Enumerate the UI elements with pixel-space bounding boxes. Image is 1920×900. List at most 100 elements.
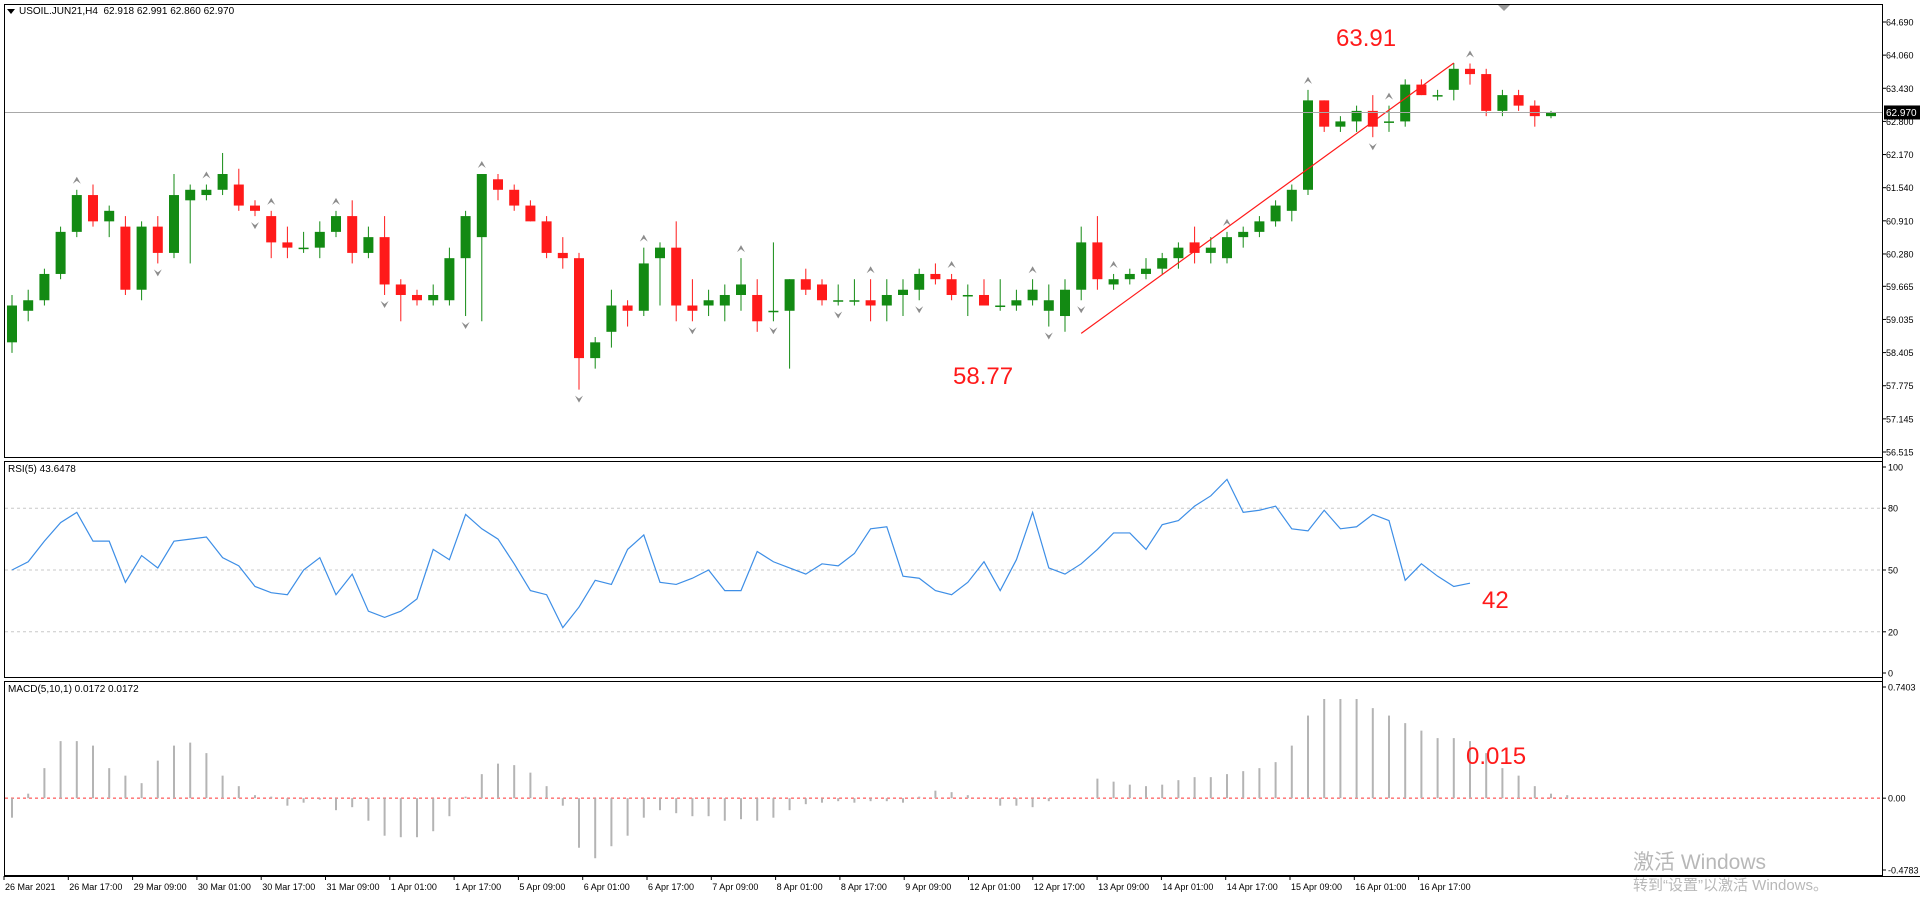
- fractal-down-icon: [769, 327, 778, 335]
- annotation-rsi-value: 42: [1482, 587, 1509, 614]
- triangle-down-icon[interactable]: [7, 8, 15, 14]
- candle-body-bear: [1481, 74, 1492, 111]
- price-axis-labels: 64.690 64.060 63.430 62.800 62.170 61.540 60.9…: [1886, 18, 1914, 458]
- fractal-up-icon: [202, 171, 211, 179]
- fractal-up-icon: [947, 260, 956, 268]
- candle-body-bear: [282, 242, 293, 248]
- time-tick-label: 14 Apr 17:00: [1227, 882, 1278, 892]
- price-tick-label: 62.170: [1886, 150, 1914, 160]
- candle-body-bear: [1189, 242, 1200, 253]
- fractal-up-icon: [477, 161, 486, 169]
- annotation-high-price: 63.91: [1336, 25, 1396, 52]
- candle-body-bear: [979, 294, 989, 306]
- candle-body-bear: [687, 305, 698, 311]
- fractal-up-icon: [639, 234, 648, 242]
- candle-body-bear: [493, 179, 503, 190]
- candle-body-bull: [590, 342, 601, 359]
- candle-body-bear: [395, 284, 406, 295]
- candle-body-bear: [817, 284, 827, 301]
- annotation-low-price: 58.77: [953, 363, 1013, 390]
- macd-indicator-label[interactable]: MACD(5,10,1) 0.0172 0.0172: [8, 684, 139, 695]
- candle-body-bull: [1141, 268, 1151, 274]
- rsi-line: [11, 478, 1471, 629]
- trendline[interactable]: [1080, 62, 1455, 334]
- rsi-tick-label: 100: [1888, 463, 1903, 473]
- candle-body-bull: [898, 289, 908, 295]
- rsi-axis-labels: 100 80 50 20 0: [1882, 463, 1903, 679]
- symbol-header[interactable]: USOIL.JUN21,H4 62.918 62.991 62.860 62.9…: [7, 6, 234, 17]
- price-tick-label: 60.280: [1886, 249, 1914, 259]
- candle-body-bull: [606, 305, 617, 332]
- time-tick-label: 31 Mar 09:00: [327, 882, 380, 892]
- fractal-down-icon: [1044, 332, 1053, 340]
- candle-body-bear: [1367, 110, 1378, 127]
- candle-body-bull: [1270, 205, 1281, 222]
- time-tick-label: 29 Mar 09:00: [134, 882, 187, 892]
- time-tick-label: 13 Apr 09:00: [1098, 882, 1149, 892]
- candle-body-bull: [39, 273, 50, 301]
- time-tick-label: 9 Apr 09:00: [905, 882, 951, 892]
- candle-body-bull: [881, 294, 892, 306]
- fractal-up-icon: [1109, 260, 1118, 268]
- price-tick-label: 63.430: [1886, 84, 1914, 94]
- candle-body-bull: [7, 305, 17, 343]
- candle-body-bear: [1092, 242, 1103, 280]
- macd-axis-labels: 0.7403 0.00 -0.4783: [1882, 683, 1919, 876]
- time-tick-label: 12 Apr 01:00: [970, 882, 1021, 892]
- fractal-down-icon: [915, 306, 924, 314]
- candle-body-bull: [1303, 100, 1313, 190]
- candle-body-bull: [363, 237, 374, 253]
- candle-body-bull: [914, 273, 925, 290]
- candle-body-bull: [1400, 84, 1411, 122]
- candle-body-bull: [1205, 247, 1216, 253]
- time-tick-label: 12 Apr 17:00: [1034, 882, 1085, 892]
- candle-body-bear: [1319, 100, 1330, 127]
- annotation-macd-value: 0.015: [1466, 743, 1526, 770]
- fractal-down-icon: [688, 327, 697, 335]
- candle-body-bull: [23, 300, 34, 311]
- candle-body-bull: [1173, 247, 1184, 259]
- fractal-down-icon: [461, 322, 470, 330]
- candle-body-bull: [1076, 242, 1087, 290]
- candle-body-bull: [995, 305, 1006, 308]
- time-axis-labels: 26 Mar 2021 26 Mar 17:00 29 Mar 09:00 30 Ma…: [3, 876, 1471, 892]
- time-tick-label: 30 Mar 01:00: [198, 882, 251, 892]
- fractal-down-icon: [380, 300, 389, 308]
- candle-body-bull: [1222, 237, 1232, 259]
- fractal-up-icon: [1466, 50, 1474, 58]
- rsi-tick-label: 0: [1888, 669, 1893, 679]
- candle-body-bull: [71, 195, 82, 232]
- candle-body-bull: [1384, 121, 1394, 123]
- time-tick-label: 26 Mar 2021: [5, 882, 56, 892]
- candle-body-bear: [233, 184, 244, 206]
- time-tick-label: 7 Apr 09:00: [712, 882, 758, 892]
- rsi-indicator-label[interactable]: RSI(5) 43.6478: [8, 464, 76, 475]
- chart-shift-marker[interactable]: [1498, 5, 1510, 11]
- candle-body-bull: [1351, 110, 1362, 122]
- time-tick-label: 8 Apr 01:00: [777, 882, 823, 892]
- candle-body-bull: [201, 189, 212, 196]
- candle-body-bull: [1238, 231, 1249, 238]
- symbol-timeframe: USOIL.JUN21,H4: [19, 6, 98, 17]
- fractal-down-icon: [575, 395, 583, 403]
- fractal-down-icon: [834, 311, 843, 319]
- fractal-up-icon: [737, 245, 745, 253]
- candle-body-bear: [930, 273, 941, 280]
- time-tick-label: 16 Apr 17:00: [1420, 882, 1471, 892]
- price-tick-label: 60.910: [1886, 216, 1914, 226]
- candle-body-bear: [1513, 95, 1524, 106]
- rsi-tick-label: 20: [1888, 627, 1898, 637]
- candle-body-bull: [719, 294, 730, 306]
- trendline-group[interactable]: [1080, 62, 1455, 334]
- candle-body-bear: [525, 205, 536, 222]
- rsi-level-lines: [5, 507, 1882, 633]
- time-tick-label: 1 Apr 01:00: [391, 882, 437, 892]
- candle-body-bear: [347, 216, 358, 253]
- time-tick-label: 1 Apr 17:00: [455, 882, 501, 892]
- fractal-up-icon: [866, 266, 875, 274]
- candle-body-bull: [1335, 121, 1346, 127]
- price-tick-label: 64.060: [1886, 51, 1914, 61]
- candle-body-bear: [1416, 84, 1427, 96]
